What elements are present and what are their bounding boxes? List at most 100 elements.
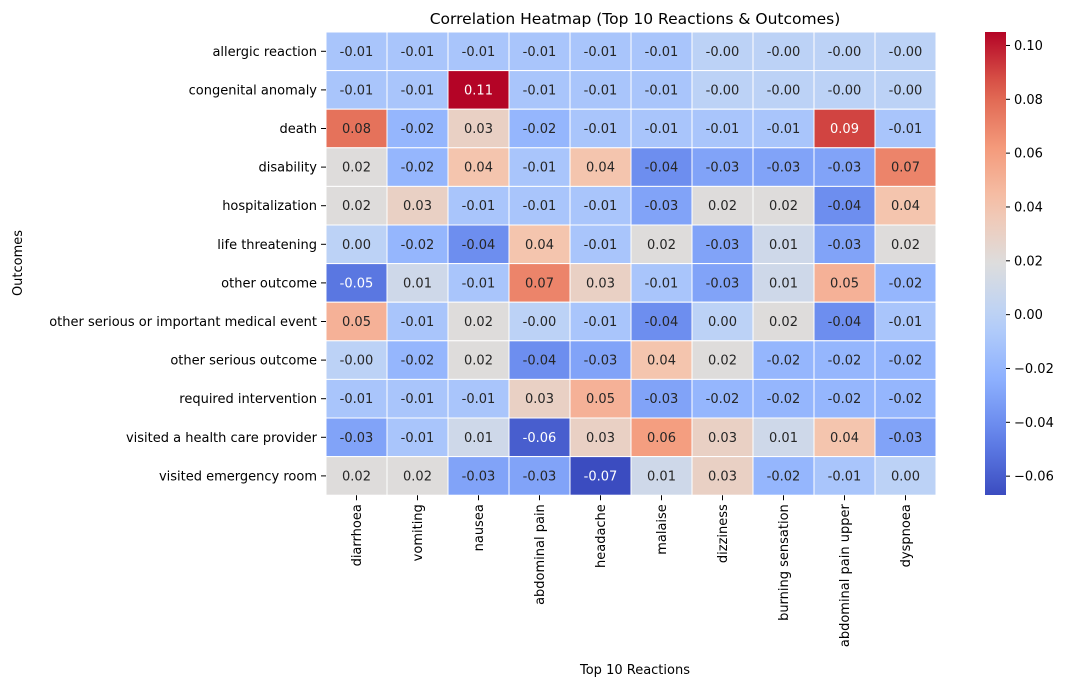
cell-value-label: -0.00 <box>767 83 801 98</box>
cell-value-label: 0.03 <box>708 469 737 484</box>
y-tick-label: congenital anomaly <box>189 83 318 98</box>
y-tick-label: required intervention <box>179 392 317 407</box>
heatmap-cells: -0.01 -0.01 -0.01 -0.01 -0.01 -0.01 -0.00 -0.00… <box>325 31 937 496</box>
cell-value-label: -0.02 <box>401 161 435 176</box>
heatmap-cell <box>386 108 449 149</box>
heatmap-cell <box>569 378 632 419</box>
heatmap-cell <box>691 263 754 303</box>
heatmap-cell <box>508 417 571 458</box>
heatmap-cell <box>386 185 449 226</box>
cell-value-label: -0.00 <box>828 45 862 60</box>
cell-value-label: -0.01 <box>462 392 496 407</box>
y-tick-label: hospitalization <box>222 199 317 214</box>
cell-value-label: 0.09 <box>830 122 859 137</box>
heatmap-cell <box>752 70 815 110</box>
heatmap-cell <box>630 378 693 419</box>
cell-value-label: -0.04 <box>828 315 862 330</box>
heatmap-cell <box>569 456 632 496</box>
cell-value-label: -0.01 <box>645 122 679 137</box>
cell-value-label: -0.03 <box>706 276 740 291</box>
heatmap-cell <box>691 301 754 342</box>
cell-value-label: -0.03 <box>828 161 862 176</box>
cell-value-label: -0.04 <box>645 315 679 330</box>
cell-value-label: 0.02 <box>342 469 371 484</box>
heatmap-cell <box>874 378 937 419</box>
heatmap-cell <box>874 31 937 72</box>
heatmap-cell <box>752 108 815 149</box>
y-tick-label: other serious outcome <box>170 354 317 369</box>
x-axis-label: Top 10 Reactions <box>579 663 690 678</box>
colorbar-tick-label: −0.02 <box>1014 362 1054 377</box>
y-tick-label: disability <box>259 161 318 176</box>
heatmap-cell <box>813 301 876 342</box>
heatmap-cell <box>447 417 510 458</box>
cell-value-label: 0.04 <box>586 161 615 176</box>
cell-value-label: -0.01 <box>645 276 679 291</box>
cell-value-label: -0.01 <box>401 315 435 330</box>
heatmap-cell <box>752 417 815 458</box>
heatmap-cell <box>569 417 632 458</box>
cell-value-label: 0.03 <box>586 431 615 446</box>
heatmap-cell <box>813 108 876 149</box>
heatmap-cell <box>813 185 876 226</box>
cell-value-label: 0.02 <box>769 315 798 330</box>
cell-value-label: -0.03 <box>706 161 740 176</box>
heatmap-cell <box>630 70 693 110</box>
heatmap-cell <box>386 31 449 72</box>
cell-value-label: -0.01 <box>584 122 618 137</box>
heatmap-cell <box>630 31 693 72</box>
colorbar-tick-label: 0.02 <box>1014 254 1043 269</box>
heatmap-cell <box>630 224 693 265</box>
cell-value-label: -0.01 <box>401 392 435 407</box>
heatmap-cell <box>569 340 632 380</box>
heatmap-cell <box>508 301 571 342</box>
y-tick-label: visited a health care provider <box>126 431 318 446</box>
y-tick-labels: allergic reaction congenital anomaly death… <box>49 45 326 484</box>
cell-value-label: -0.04 <box>523 354 557 369</box>
heatmap-cell <box>813 340 876 380</box>
x-tick-label: headache <box>594 504 609 568</box>
cell-value-label: -0.01 <box>706 122 740 137</box>
heatmap-cell <box>691 108 754 149</box>
x-tick-label: diarrhoea <box>350 504 365 566</box>
x-tick-label: burning sensation <box>777 504 792 621</box>
heatmap-cell <box>752 456 815 496</box>
heatmap-cell <box>569 301 632 342</box>
heatmap-cell <box>508 70 571 110</box>
cell-value-label: -0.02 <box>889 354 923 369</box>
x-tick-label: dizziness <box>716 504 731 563</box>
cell-value-label: -0.03 <box>584 354 618 369</box>
heatmap-cell <box>386 70 449 110</box>
heatmap-cell <box>691 417 754 458</box>
heatmap-cell <box>691 378 754 419</box>
x-tick-labels: diarrhoea vomiting nausea abdominal pain hea… <box>350 495 914 647</box>
y-tick-label: death <box>279 122 317 137</box>
heatmap-cell <box>813 224 876 265</box>
cell-value-label: 0.00 <box>891 469 920 484</box>
heatmap-cell <box>691 340 754 380</box>
colorbar-tick-label: −0.04 <box>1014 416 1054 431</box>
cell-value-label: -0.02 <box>401 238 435 253</box>
cell-value-label: -0.05 <box>340 276 374 291</box>
cell-value-label: -0.01 <box>645 45 679 60</box>
cell-value-label: -0.02 <box>706 392 740 407</box>
cell-value-label: 0.02 <box>464 315 493 330</box>
cell-value-label: 0.02 <box>769 199 798 214</box>
cell-value-label: -0.03 <box>645 392 679 407</box>
heatmap-cell <box>508 340 571 380</box>
heatmap-cell <box>508 263 571 303</box>
cell-value-label: -0.01 <box>401 83 435 98</box>
y-tick-label: visited emergency room <box>159 469 317 484</box>
heatmap-cell <box>691 70 754 110</box>
cell-value-label: 0.02 <box>464 354 493 369</box>
heatmap-cell <box>386 301 449 342</box>
cell-value-label: -0.02 <box>889 392 923 407</box>
cell-value-label: -0.01 <box>584 199 618 214</box>
heatmap-cell <box>752 185 815 226</box>
cell-value-label: -0.01 <box>889 122 923 137</box>
cell-value-label: -0.01 <box>889 315 923 330</box>
cell-value-label: -0.00 <box>706 45 740 60</box>
heatmap-cell <box>752 340 815 380</box>
cell-value-label: -0.04 <box>645 161 679 176</box>
